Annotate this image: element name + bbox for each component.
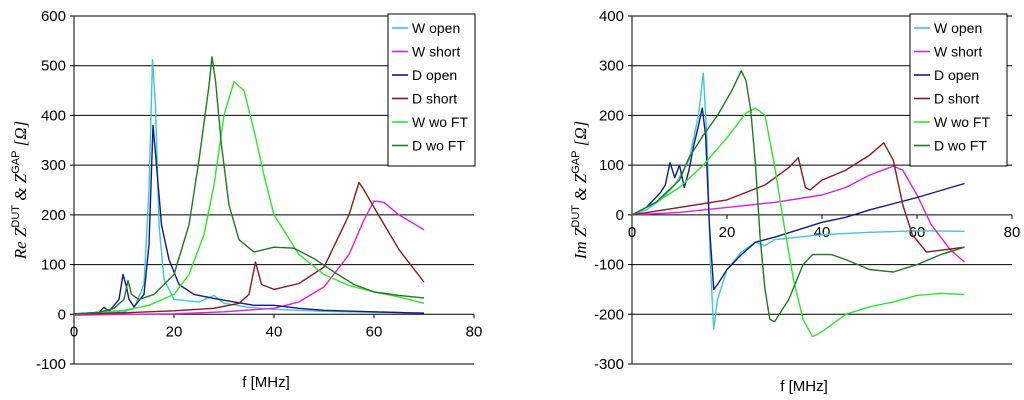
y-tick-label: 0	[58, 306, 66, 323]
legend-entry: W open	[412, 20, 460, 36]
series-line-d-short	[631, 142, 965, 253]
x-tick-label: 60	[366, 323, 383, 340]
y-tick-label: 300	[599, 58, 624, 75]
x-tick-label: 40	[266, 323, 283, 340]
series-line-w-short	[631, 165, 965, 263]
y-axis-label-part: DUT	[10, 205, 22, 228]
legend-entry: W open	[934, 20, 982, 36]
y-tick-label: 400	[41, 107, 66, 124]
y-tick-label: 100	[41, 257, 66, 274]
legend-entry: D open	[412, 67, 457, 83]
legend-entry: D open	[934, 67, 979, 83]
series-line-d-wo-ft	[73, 56, 425, 315]
series-line-d-wo-ft	[631, 70, 965, 323]
series-line-d-short	[73, 181, 425, 315]
x-tick-label: 0	[628, 224, 636, 241]
x-axis-label: f [MHz]	[242, 374, 290, 391]
x-tick-label: 20	[719, 224, 736, 241]
series-line-w-wo-ft	[73, 80, 425, 315]
legend-entry: W short	[412, 44, 460, 60]
y-tick-label: -100	[594, 257, 624, 274]
x-tick-label: 0	[70, 323, 78, 340]
series-line-d-open	[631, 107, 965, 291]
y-tick-label: 100	[599, 157, 624, 174]
y-tick-label: 500	[41, 58, 66, 75]
legend-entry: W wo FT	[412, 114, 468, 130]
y-axis-label-part: & Z	[571, 173, 590, 205]
x-tick-label: 60	[909, 224, 926, 241]
series-line-w-short	[73, 200, 425, 316]
y-axis-label-part: GAP	[10, 151, 22, 174]
x-tick-label: 80	[466, 323, 483, 340]
series-line-w-open	[631, 72, 965, 330]
legend-entry: D short	[412, 91, 457, 107]
y-tick-label: 200	[599, 107, 624, 124]
y-axis-label-part: Re Z	[11, 227, 30, 260]
y-tick-label: 300	[41, 157, 66, 174]
legend: W open W short D open D short W wo FT D wo FT	[387, 13, 476, 167]
y-axis-label-part: [Ω]	[571, 121, 590, 151]
series-line-w-wo-ft	[631, 107, 965, 338]
legend-entry: W short	[934, 44, 982, 60]
series-line-w-open	[73, 59, 425, 315]
x-tick-label: 80	[1004, 224, 1021, 241]
legend-entry: W wo FT	[934, 114, 990, 130]
x-axis-label: f [MHz]	[780, 378, 828, 395]
y-axis-label-part: DUT	[570, 205, 582, 228]
y-axis-label: Im ZDUT & ZGAP [Ω]	[570, 121, 590, 260]
x-tick-label: 40	[814, 224, 831, 241]
x-tick-label: 20	[166, 323, 183, 340]
y-tick-label: 600	[41, 8, 66, 25]
legend-entry: D wo FT	[412, 138, 465, 154]
y-axis-label-part: Im Z	[571, 227, 590, 260]
legend-box	[387, 13, 476, 167]
y-tick-label: 0	[616, 207, 624, 224]
y-axis-label-part: [Ω]	[11, 121, 30, 151]
y-tick-label: 400	[599, 8, 624, 25]
y-tick-label: -300	[594, 356, 624, 373]
legend-box	[909, 13, 1008, 167]
series-line-d-open	[73, 124, 425, 315]
y-axis-label-part: GAP	[570, 151, 582, 174]
legend: W open W short D open D short W wo FT D wo FT	[909, 13, 1008, 167]
legend-entry: D wo FT	[934, 138, 987, 154]
y-tick-label: -200	[594, 306, 624, 323]
y-axis-label-part: & Z	[11, 173, 30, 205]
y-tick-label: -100	[36, 356, 66, 373]
legend-entry: D short	[934, 91, 979, 107]
y-tick-label: 200	[41, 207, 66, 224]
y-axis-label: Re ZDUT & ZGAP [Ω]	[10, 121, 30, 260]
